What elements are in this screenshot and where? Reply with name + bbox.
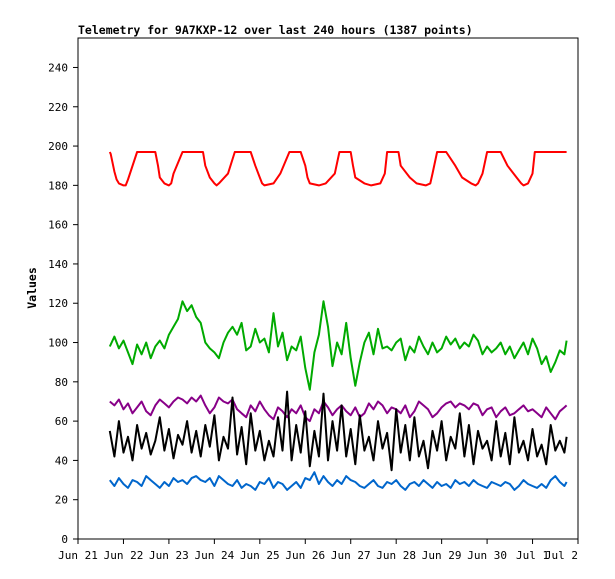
series-line-3: [108, 390, 568, 472]
plot-area-frame: [77, 37, 579, 540]
chart-title: Telemetry for 9A7KXP-12 over last 240 ho…: [78, 23, 473, 37]
x-tick-label: Jun 28: [376, 549, 416, 562]
y-tick-label: 40: [55, 454, 68, 467]
y-tick-label: 180: [48, 179, 68, 192]
x-tick-label: Jul 2: [545, 549, 578, 562]
x-tick-label: Jun 24: [194, 549, 234, 562]
y-tick-label: 20: [55, 494, 68, 507]
y-tick-label: 220: [48, 101, 68, 114]
x-tick-label: Jun 26: [285, 549, 325, 562]
y-tick-label: 60: [55, 415, 68, 428]
y-tick-label: 140: [48, 258, 68, 271]
y-tick-label: 100: [48, 337, 68, 350]
series-line-2: [109, 394, 568, 423]
x-tick-label: Jul 1: [516, 549, 549, 562]
x-axis: Jun 21 Jun 22 Jun 23 Jun 24 Jun 25 Jun 26 Jun …: [58, 539, 579, 562]
y-tick-label: 240: [48, 61, 68, 74]
x-tick-label: Jun 22: [104, 549, 144, 562]
x-tick-label: Jun 27: [331, 549, 371, 562]
y-tick-label: 200: [48, 140, 68, 153]
y-tick-label: 80: [55, 376, 68, 389]
y-tick-label: 120: [48, 297, 68, 310]
y-tick-label: 160: [48, 219, 68, 232]
y-axis: 0 20 40 60 80 100 120 140 160 180 200 220 240: [48, 61, 78, 546]
y-axis-label: Values: [25, 267, 39, 309]
x-tick-label: Jun 21: [58, 549, 98, 562]
x-tick-label: Jun 29: [422, 549, 462, 562]
series-line-1: [108, 300, 568, 391]
x-tick-label: Jun 30: [467, 549, 507, 562]
y-tick-label: 0: [61, 533, 68, 546]
series-line-4: [109, 471, 568, 491]
x-tick-label: Jun 23: [149, 549, 189, 562]
x-tick-label: Jun 25: [240, 549, 280, 562]
series-layer: [108, 151, 568, 491]
series-line-0: [108, 151, 567, 187]
